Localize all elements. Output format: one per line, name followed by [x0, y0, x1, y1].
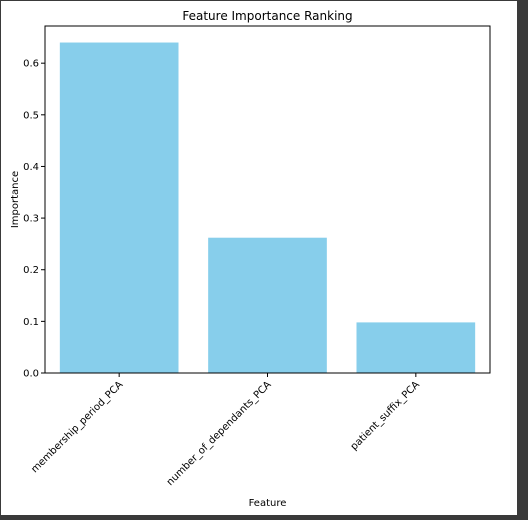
x-axis: membership_period_PCA number_of_dependant…: [29, 373, 422, 488]
y-tick-label: 0.6: [23, 59, 39, 70]
y-tick-label: 0.3: [23, 214, 39, 225]
x-tick-label: number_of_dependants_PCA: [165, 379, 274, 488]
x-tick-label: patient_suffix_PCA: [349, 379, 422, 452]
bar-number_of_dependants_PCA: [208, 237, 327, 373]
bar-membership_period_PCA: [59, 42, 179, 374]
y-tick-label: 0.0: [23, 369, 39, 380]
y-tick-label: 0.4: [23, 162, 39, 173]
x-axis-label: Feature: [249, 498, 287, 509]
y-axis: 0.0 0.1 0.2 0.3 0.4 0.5 0.6: [23, 59, 45, 380]
x-tick-label: membership_period_PCA: [29, 379, 125, 475]
y-axis-label: Importance: [10, 171, 21, 228]
y-tick-label: 0.1: [23, 317, 39, 328]
bar-chart: Feature Importance Ranking 0.00.10.20.30…: [10, 9, 491, 509]
bar-patient_suffix_PCA: [356, 322, 476, 373]
bars-group: [59, 42, 476, 374]
figure-canvas: Feature Importance Ranking 0.0 0.1 0.2 0.3 0…: [1, 1, 517, 515]
plot-area-frame: [44, 25, 491, 374]
y-tick-label: 0.2: [23, 265, 39, 276]
chart-title: Feature Importance Ranking: [182, 9, 352, 23]
y-tick-label: 0.5: [23, 110, 39, 121]
